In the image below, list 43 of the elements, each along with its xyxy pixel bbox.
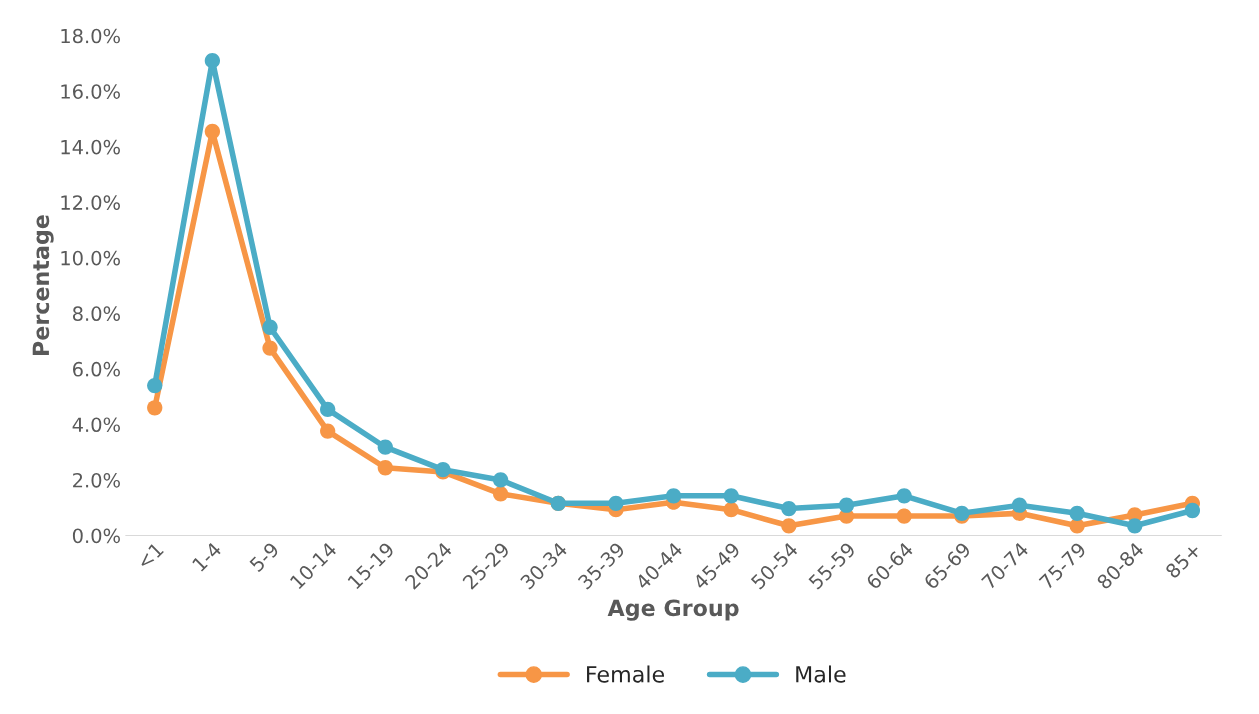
point (723, 488, 739, 504)
point (1011, 497, 1028, 513)
y-tick-label: 12.0% (61, 195, 120, 210)
point (608, 495, 624, 511)
y-tick-label: 18.0% (61, 28, 120, 44)
y-tick-label: 6.0% (73, 361, 120, 377)
point (781, 500, 797, 517)
point (1184, 502, 1201, 519)
y-tick-label: 16.0% (61, 84, 120, 99)
point (838, 497, 855, 513)
y-tick-label: 2.0% (73, 472, 120, 488)
point (1127, 518, 1143, 534)
point (1069, 505, 1085, 521)
point (723, 502, 739, 518)
point (492, 472, 509, 488)
y-tick-label: 0.0% (72, 528, 120, 544)
y-axis-title: Percentage (32, 215, 54, 356)
x-tick-label: 85+ (1164, 542, 1202, 580)
point (781, 518, 797, 534)
y-tick-label: 8.0% (72, 306, 120, 322)
point (320, 423, 336, 439)
x-tick-label: 5-9 (248, 541, 280, 573)
point (147, 400, 163, 416)
point (262, 340, 278, 356)
point (896, 508, 912, 524)
point (896, 488, 912, 504)
x-tick-label: 1-4 (191, 541, 223, 572)
point (377, 439, 393, 455)
y-tick-label: 14.0% (61, 139, 120, 155)
point (492, 486, 509, 502)
point (204, 53, 221, 69)
point (204, 123, 221, 140)
x-axis-title: Age Group (607, 599, 739, 621)
point (377, 460, 393, 476)
point (665, 488, 682, 504)
legend-label: Male (796, 665, 846, 683)
point (320, 401, 336, 418)
legend-label: Female (587, 665, 665, 683)
y-tick-label: 10.0% (61, 250, 120, 266)
point (147, 377, 163, 394)
x-tick-label: <1 (136, 542, 164, 570)
point (262, 319, 278, 335)
y-tick-label: 4.0% (72, 417, 120, 433)
